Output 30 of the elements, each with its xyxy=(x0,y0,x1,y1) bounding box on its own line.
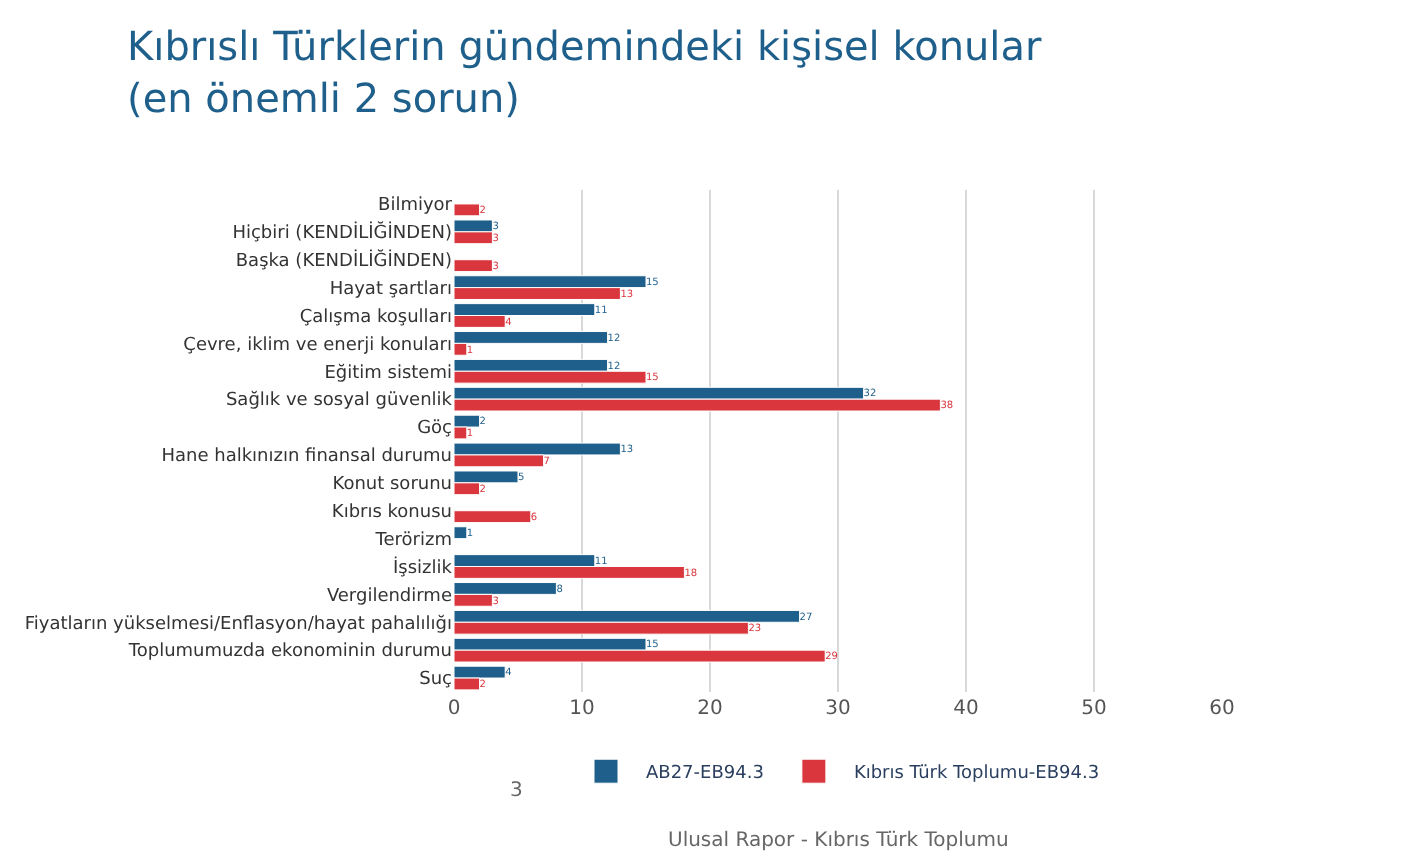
legend-label: Kıbrıs Türk Toplumu-EB94.3 xyxy=(853,764,1100,785)
y-tick-label: Suç xyxy=(419,670,453,691)
y-tick-label: Fiyatların yükselmesi/Enflasyon/hayat pahalılığı xyxy=(24,612,452,635)
y-tick-label: Çalışma koşulları xyxy=(299,307,452,328)
x-tick-label: 60 xyxy=(1209,698,1235,720)
x-tick-label: 40 xyxy=(953,698,979,720)
y-tick-label: Toplumumuzda ekonominin durumu xyxy=(126,642,452,663)
y-tick-label: Konut sorunu xyxy=(332,475,452,496)
y-tick-label: Hayat şartları xyxy=(329,279,452,300)
chart-title: Kıbrıslı Türklerin gündemindeki kişisel konular (en önemli 2 sorun) xyxy=(127,22,1043,123)
y-tick-label: Vergilendirme xyxy=(326,586,453,607)
x-tick-label: 10 xyxy=(569,698,595,720)
x-tick-label: 30 xyxy=(825,698,851,720)
y-tick-label: Terörizm xyxy=(373,530,452,551)
y-tick-label: Başka (KENDİLİĞİNDEN) xyxy=(235,248,452,273)
y-tick-label: Hane halkınızın finansal durumu xyxy=(161,447,452,468)
text: Ulusal Rapor - Kıbrıs Türk Toplumu xyxy=(668,830,1009,852)
legend-label: AB27-EB94.3 xyxy=(646,764,764,785)
y-tick-label: Kıbrıs konusu xyxy=(331,503,452,524)
y-tick-label: Bilmiyor xyxy=(378,196,453,217)
y-tick-label: Göç xyxy=(417,419,453,440)
y-tick-label: Çevre, iklim ve enerji konuları xyxy=(183,335,452,356)
y-tick-label: Eğitim sistemi xyxy=(324,361,452,384)
y-tick-label: Sağlık ve sosyal güvenlik xyxy=(225,389,454,412)
x-tick-label: 0 xyxy=(447,698,461,720)
y-tick-label: Hiçbiri (KENDİLİĞİNDEN) xyxy=(232,220,452,245)
x-tick-label: 20 xyxy=(697,698,723,720)
y-tick-label: İşsizlik xyxy=(393,554,454,579)
text: 3 xyxy=(510,780,523,802)
x-tick-label: 50 xyxy=(1081,698,1107,720)
